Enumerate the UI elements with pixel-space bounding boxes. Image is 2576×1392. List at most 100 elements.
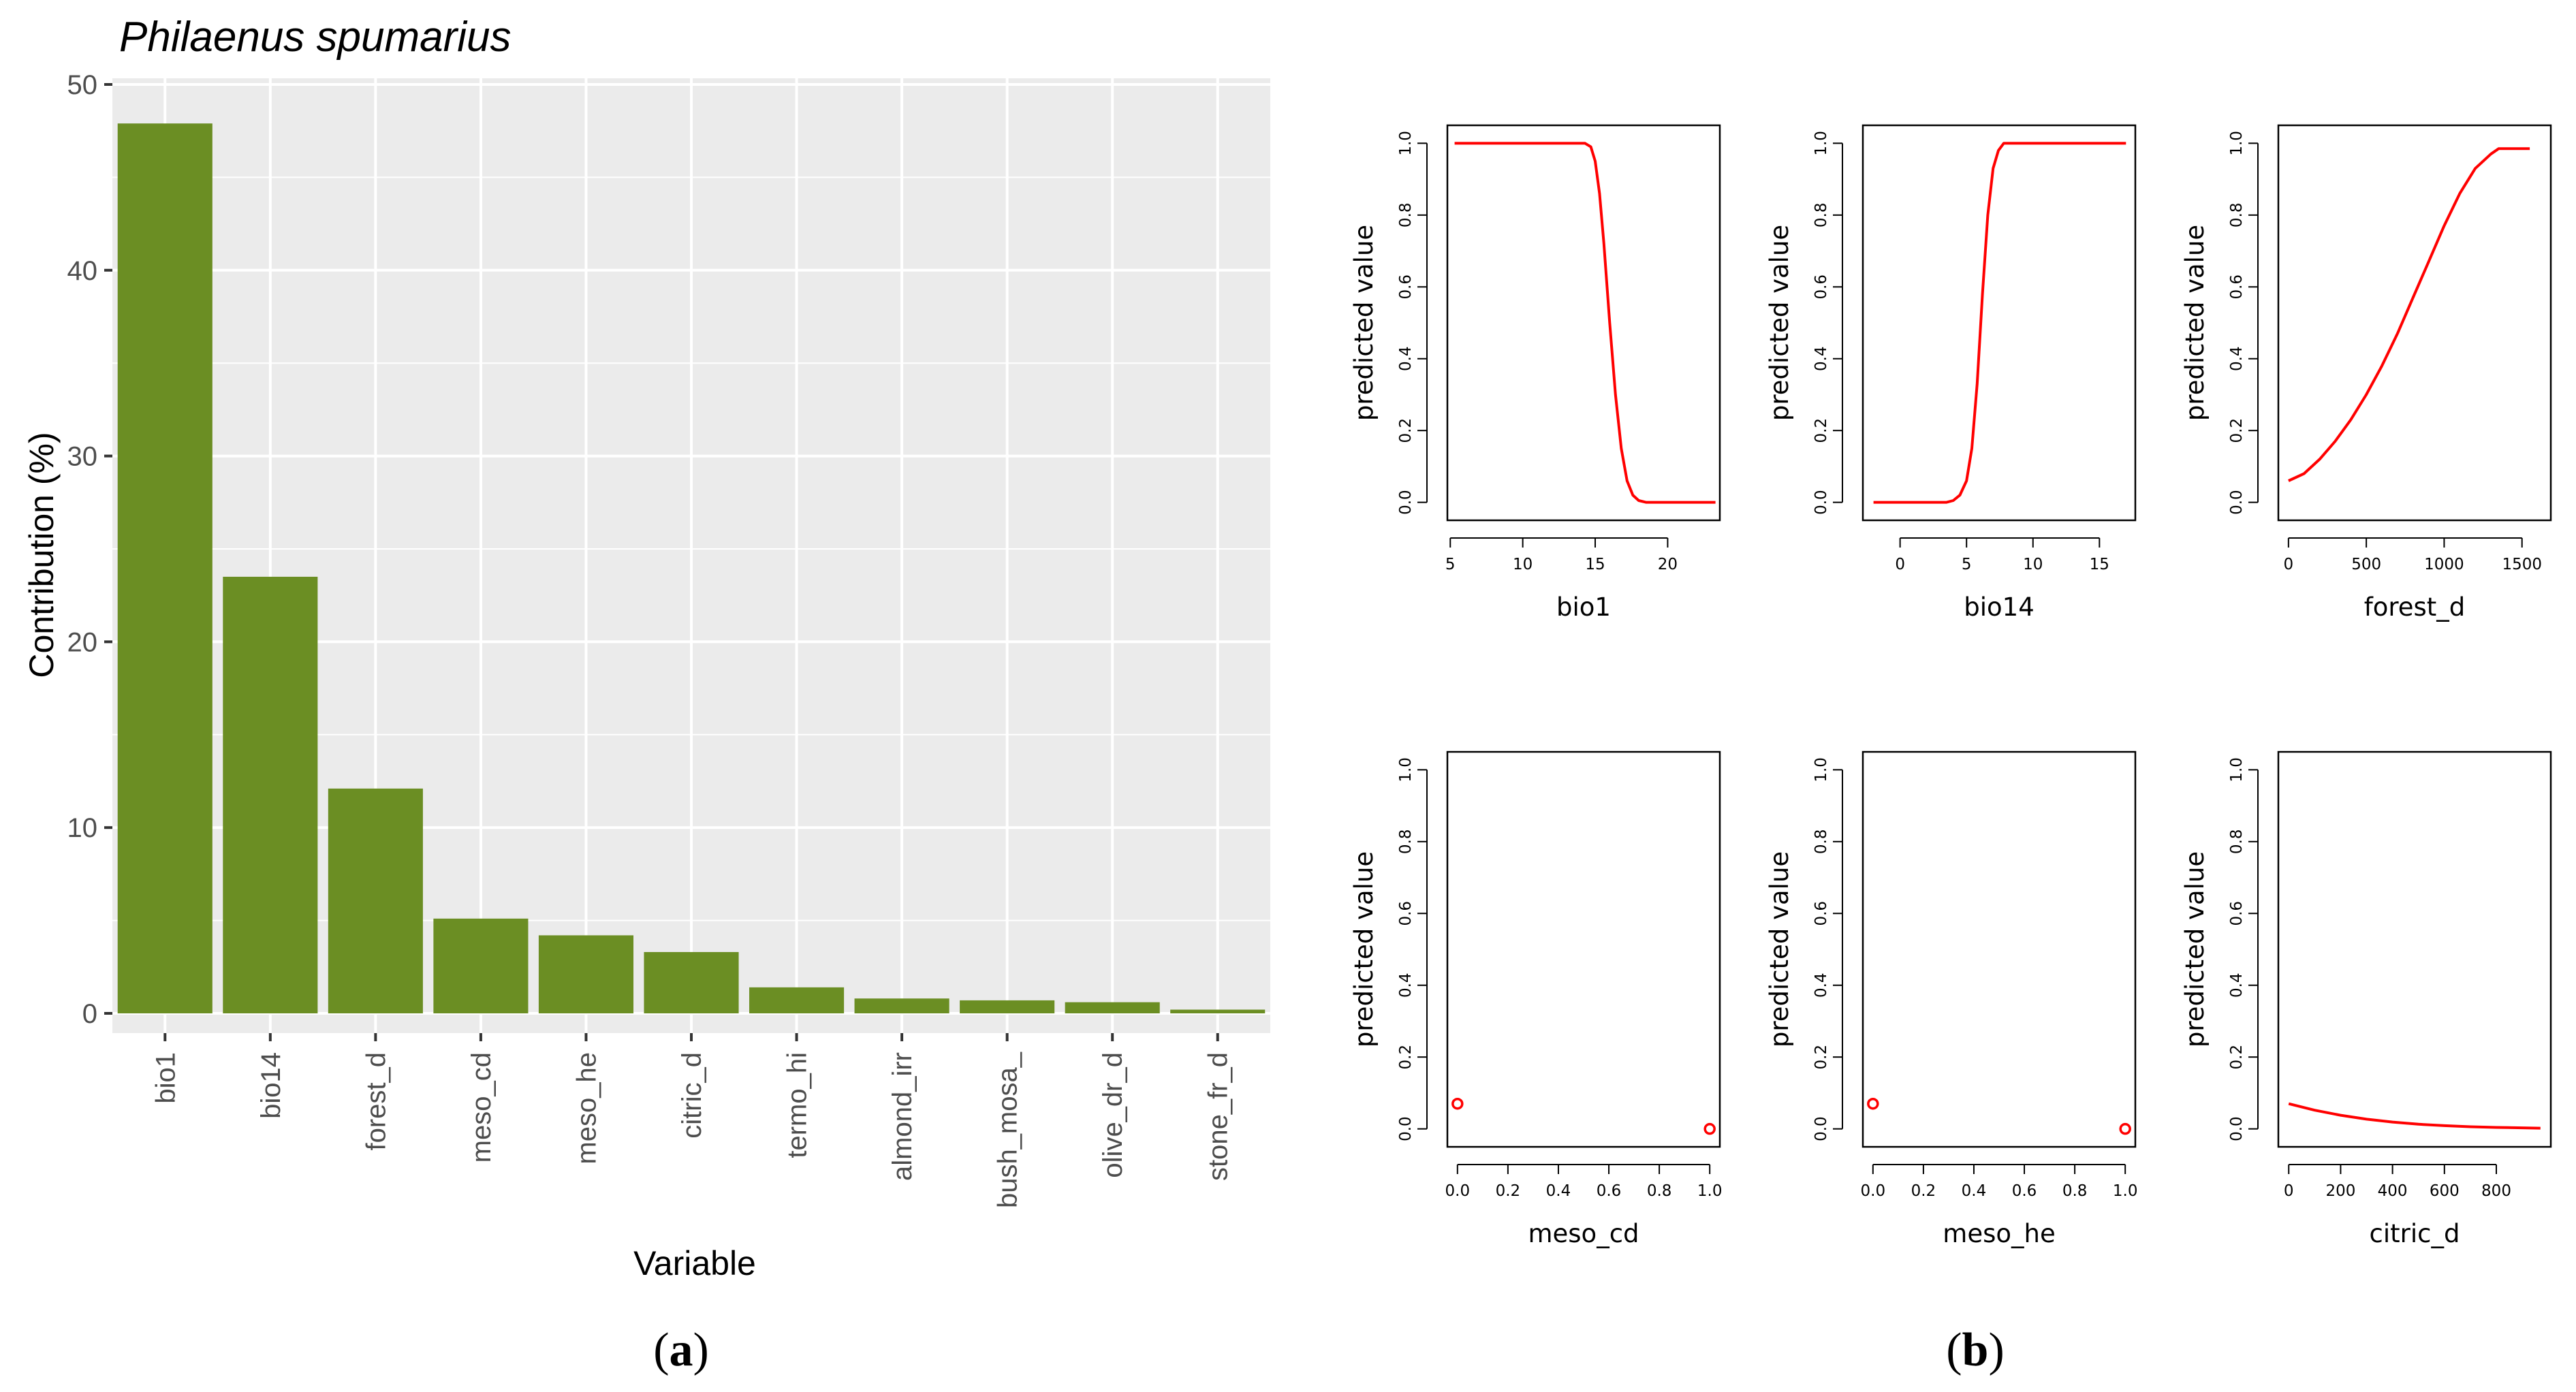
plot-frame (2277, 124, 2552, 522)
plot-frame (1862, 750, 2137, 1148)
y-tick-label: 0.0 (2228, 490, 2246, 515)
x-axis-title: Variable (633, 1244, 756, 1282)
x-tick-label: 20 (1658, 556, 1678, 573)
y-tick-label: 0.4 (1812, 346, 1830, 371)
y-tick-label: 40 (67, 256, 98, 286)
x-tick-label: 0 (2284, 556, 2294, 573)
x-tick-label: 200 (2325, 1182, 2355, 1200)
bar-bio14 (223, 576, 318, 1013)
x-tick-label: 15 (1585, 556, 1605, 573)
x-tick-label: 10 (1513, 556, 1533, 573)
response-curve-line (1454, 142, 1716, 504)
x-axis-label: meso_cd (1528, 1219, 1639, 1248)
y-tick-label: 0.8 (2228, 829, 2246, 855)
x-tick-label: 0.2 (1496, 1182, 1521, 1200)
y-axis-label: predicted value (1349, 851, 1379, 1047)
y-tick-label: 0.8 (2228, 203, 2246, 228)
bar-citric-d (644, 951, 739, 1013)
y-tick-label: 0.0 (1397, 490, 1415, 515)
x-axis-label: forest_d (2364, 592, 2466, 622)
y-tick-label: 20 (67, 627, 98, 657)
y-tick-label: 0.2 (1397, 1045, 1415, 1070)
y-tick-label: 0.2 (2228, 1045, 2246, 1070)
y-axis-label: predicted value (2180, 851, 2210, 1047)
y-tick-label: 0.2 (1812, 418, 1830, 443)
x-tick-label: 0 (1895, 556, 1905, 573)
x-axis-ticks: bio1 bio14 forest_d meso_cd meso_he citric_d t… (151, 1033, 1234, 1208)
x-tick-label: 0.8 (2062, 1182, 2088, 1200)
x-tick-label-stone-fr-d: stone_fr_d (1204, 1052, 1234, 1181)
y-tick-label: 0.4 (1812, 972, 1830, 998)
panel-label-b-close: ) (1988, 1324, 2004, 1376)
y-tick-label: 0.6 (2228, 901, 2246, 926)
y-tick-label: 0.6 (1397, 274, 1415, 300)
panel-label-a-open: ( (653, 1324, 669, 1376)
y-tick-label: 0.8 (1812, 203, 1830, 228)
y-tick-label: 0.8 (1812, 829, 1830, 855)
plot-frame (1862, 124, 2137, 522)
x-axis-label: citric_d (2370, 1219, 2460, 1248)
y-tick-label: 0.0 (2228, 1116, 2246, 1141)
y-axis-label: predicted value (1349, 225, 1379, 421)
y-tick-label: 0.0 (1812, 1116, 1830, 1141)
x-tick-label: 1.0 (2113, 1182, 2138, 1200)
bar-bush-mosa- (960, 1000, 1055, 1013)
y-tick-label: 0.6 (2228, 274, 2246, 300)
x-tick-label: 5 (1962, 556, 1972, 573)
x-tick-label: 600 (2430, 1182, 2460, 1200)
response-point (1867, 1097, 1879, 1110)
panel-label-a: (a) (653, 1324, 709, 1376)
response-curve-citric-d: 0.0 0.2 0.4 0.6 0.8 1.0 predicted value 0 200 400… (2180, 750, 2552, 1248)
y-tick-label: 0.8 (1397, 829, 1415, 855)
x-tick-label-almond-irr: almond_irr (888, 1052, 917, 1181)
x-tick-label: 5 (1445, 556, 1456, 573)
x-tick-label: 0.0 (1445, 1182, 1471, 1200)
y-axis-title: Contribution (%) (22, 432, 61, 678)
bar-meso-cd (433, 918, 529, 1013)
y-tick-label: 0.4 (1397, 346, 1415, 371)
y-tick-label: 0.4 (1397, 972, 1415, 998)
bar-forest-d (328, 788, 423, 1013)
y-tick-label: 0.4 (2228, 346, 2246, 371)
x-axis-label: bio14 (1964, 592, 2034, 622)
x-tick-label: 0.4 (1546, 1182, 1571, 1200)
y-tick-label: 0.2 (1397, 418, 1415, 443)
response-curve-line (2288, 147, 2530, 482)
response-curve-meso-he: 0.0 0.2 0.4 0.6 0.8 1.0 predicted value 0.0 0.2 0… (1765, 750, 2138, 1248)
x-axis-label: bio1 (1556, 592, 1611, 622)
plot-frame (1446, 750, 1721, 1148)
bar-meso-he (538, 935, 633, 1013)
panel-label-b-letter: b (1962, 1324, 1989, 1376)
x-tick-label-olive-dr-d: olive_dr_d (1098, 1052, 1128, 1178)
y-tick-label: 0 (82, 999, 97, 1029)
x-tick-label: 0.8 (1647, 1182, 1672, 1200)
response-point (1451, 1097, 1464, 1110)
response-curve-line (2288, 1102, 2541, 1130)
y-tick-label: 10 (67, 813, 98, 843)
panel-label-a-letter: a (670, 1324, 693, 1376)
y-tick-label: 1.0 (1397, 131, 1415, 156)
x-tick-label: 500 (2351, 556, 2381, 573)
plot-frame (2277, 750, 2552, 1148)
bar-almond-irr (854, 998, 949, 1013)
y-tick-label: 1.0 (1812, 131, 1830, 156)
y-tick-label: 0.0 (1397, 1116, 1415, 1141)
x-tick-label: 0 (2284, 1182, 2294, 1200)
y-tick-label: 0.8 (1397, 203, 1415, 228)
x-tick-label-termo-hi: termo_hi (783, 1052, 813, 1158)
x-tick-label-bush-mosa-: bush_mosa_ (993, 1051, 1023, 1208)
x-tick-label-citric-d: citric_d (677, 1052, 707, 1139)
response-curve-meso-cd: 0.0 0.2 0.4 0.6 0.8 1.0 predicted value 0.0 0.2 0… (1349, 750, 1722, 1248)
x-tick-label: 0.4 (1962, 1182, 1987, 1200)
y-tick-label: 0.0 (1812, 490, 1830, 515)
y-tick-label: 0.2 (2228, 418, 2246, 443)
x-tick-label-meso-he: meso_he (571, 1052, 601, 1165)
x-tick-label: 1000 (2424, 556, 2464, 573)
x-tick-label-bio14: bio14 (256, 1052, 286, 1119)
y-tick-label: 0.6 (1812, 901, 1830, 926)
x-tick-label: 10 (2023, 556, 2043, 573)
x-axis-label: meso_he (1943, 1219, 2055, 1248)
response-curve-forest-d: 0.0 0.2 0.4 0.6 0.8 1.0 predicted value 0 500 100… (2180, 124, 2552, 622)
